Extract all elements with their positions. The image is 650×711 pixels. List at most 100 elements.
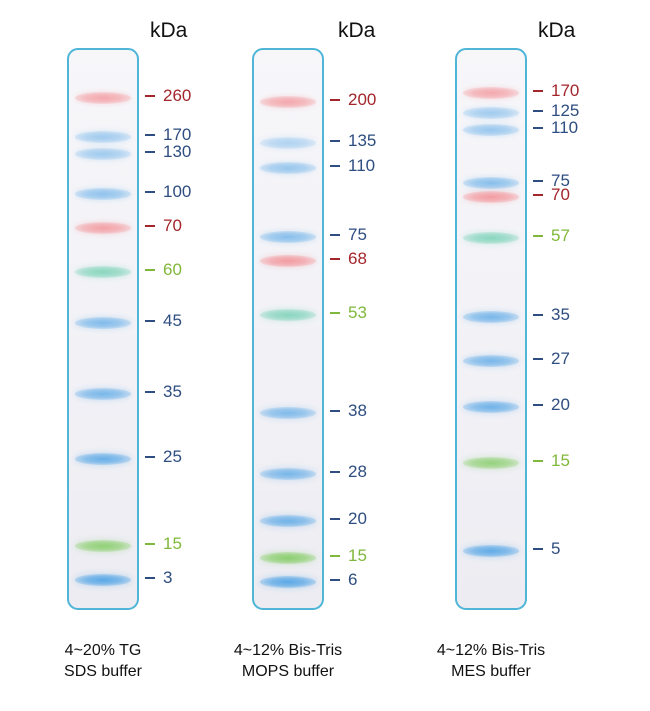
marker-label: 20 (551, 395, 570, 414)
marker-tick (145, 320, 155, 322)
marker-tick (330, 471, 340, 473)
marker-band (463, 355, 519, 367)
caption-gel-type: 4~12% Bis-Tris (436, 642, 546, 659)
marker-label: 60 (163, 260, 182, 279)
marker-label: 75 (551, 171, 570, 190)
marker-label: 45 (163, 311, 182, 330)
marker-label: 38 (348, 401, 367, 420)
marker-band (75, 266, 131, 278)
marker-label: 110 (348, 156, 376, 175)
marker-label: 15 (163, 534, 182, 553)
lane-caption: 4~12% Bis-Tris MOPS buffer (203, 640, 373, 682)
marker-band (75, 540, 131, 552)
marker-tick (533, 180, 543, 182)
caption-buffer: MES buffer (451, 663, 531, 680)
marker-label: 70 (163, 216, 182, 235)
marker-band (75, 222, 131, 234)
marker-band (463, 124, 519, 136)
marker-band (463, 107, 519, 119)
marker-tick (145, 577, 155, 579)
marker-band (463, 87, 519, 99)
marker-band (75, 574, 131, 586)
marker-band (75, 453, 131, 465)
caption-buffer: SDS buffer (64, 663, 142, 680)
marker-label: 170 (551, 81, 580, 100)
lane-caption: 4~20% TG SDS buffer (18, 640, 188, 682)
marker-tick (145, 151, 155, 153)
marker-label: 130 (163, 142, 192, 161)
marker-tick (533, 358, 543, 360)
kda-header: kDa (538, 19, 576, 42)
marker-tick (533, 460, 543, 462)
marker-tick (330, 234, 340, 236)
marker-label: 70 (551, 185, 570, 204)
marker-label: 125 (551, 101, 580, 120)
marker-label: 6 (348, 570, 358, 589)
marker-label: 35 (551, 305, 570, 324)
marker-band (463, 311, 519, 323)
marker-band (260, 552, 316, 564)
marker-label: 170 (163, 125, 192, 144)
marker-band (75, 131, 131, 143)
kda-header: kDa (338, 19, 376, 42)
caption-gel-type: 4~12% Bis-Tris (233, 642, 343, 659)
marker-tick (145, 269, 155, 271)
marker-tick (330, 312, 340, 314)
marker-tick (330, 555, 340, 557)
marker-tick (533, 194, 543, 196)
marker-label: 53 (348, 303, 367, 322)
marker-tick (533, 90, 543, 92)
marker-tick (533, 127, 543, 129)
marker-band (463, 191, 519, 203)
gel-lane (252, 48, 324, 610)
marker-tick (330, 518, 340, 520)
marker-band (260, 576, 316, 588)
marker-tick (533, 548, 543, 550)
marker-label: 68 (348, 249, 367, 268)
marker-tick (330, 258, 340, 260)
marker-band (260, 255, 316, 267)
marker-tick (145, 225, 155, 227)
caption-gel-type: 4~20% TG (64, 642, 142, 659)
marker-label: 35 (163, 382, 182, 401)
marker-tick (145, 95, 155, 97)
marker-band (260, 137, 316, 149)
marker-tick (145, 543, 155, 545)
marker-band (75, 188, 131, 200)
marker-band (75, 92, 131, 104)
marker-band (260, 407, 316, 419)
marker-band (463, 457, 519, 469)
marker-label: 5 (551, 539, 561, 558)
marker-band (463, 545, 519, 557)
marker-label: 75 (348, 225, 367, 244)
marker-tick (533, 110, 543, 112)
marker-label: 260 (163, 86, 192, 105)
marker-band (463, 177, 519, 189)
marker-label: 135 (348, 131, 377, 150)
marker-tick (533, 235, 543, 237)
marker-label: 15 (551, 451, 570, 470)
marker-label: 25 (163, 447, 182, 466)
marker-label: 200 (348, 90, 377, 109)
marker-band (260, 515, 316, 527)
lane-caption: 4~12% Bis-Tris MES buffer (406, 640, 576, 682)
marker-tick (533, 314, 543, 316)
marker-band (75, 388, 131, 400)
marker-tick (533, 404, 543, 406)
marker-tick (145, 456, 155, 458)
gel-lane (455, 48, 527, 610)
marker-tick (145, 134, 155, 136)
marker-label: 110 (551, 118, 579, 137)
marker-band (463, 232, 519, 244)
marker-label: 15 (348, 546, 367, 565)
marker-tick (330, 165, 340, 167)
marker-tick (145, 191, 155, 193)
marker-band (463, 401, 519, 413)
marker-tick (330, 99, 340, 101)
marker-label: 28 (348, 462, 367, 481)
kda-header: kDa (150, 19, 188, 42)
gel-lane (67, 48, 139, 610)
marker-band (260, 162, 316, 174)
marker-band (75, 148, 131, 160)
